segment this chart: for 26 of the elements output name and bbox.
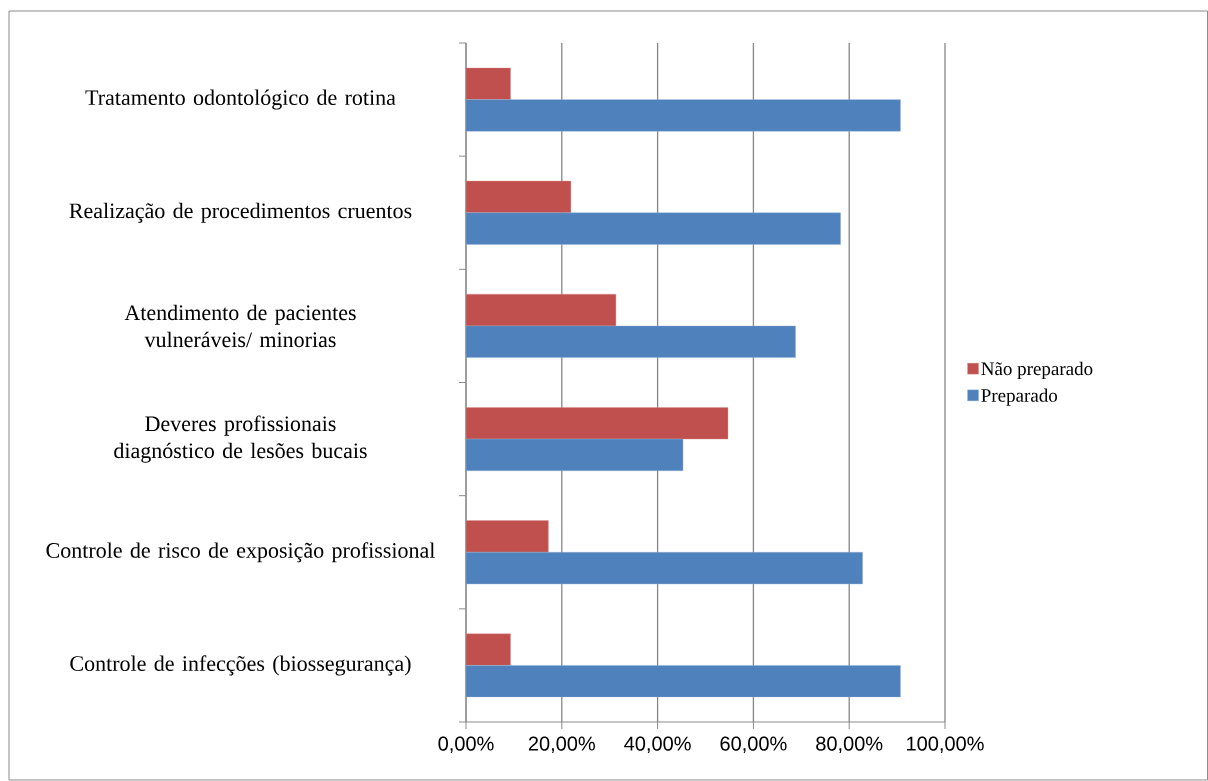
x-tick-label: 0,00% xyxy=(438,736,494,754)
bar xyxy=(466,212,841,245)
legend-label: Não preparado xyxy=(981,361,1093,380)
x-tick-label: 100,00% xyxy=(907,736,984,754)
bar xyxy=(466,99,901,132)
bar xyxy=(466,67,511,100)
y-tick-label: Controle de infecções (biossegurança) xyxy=(70,655,411,676)
x-tick-label: 20,00% xyxy=(528,736,595,754)
y-tick-label: Atendimento de pacientes vulneráveis/ minorias xyxy=(124,304,356,348)
bar xyxy=(466,552,863,585)
bar xyxy=(466,407,729,440)
bar xyxy=(466,520,549,553)
bar xyxy=(466,665,901,698)
legend-label: Preparado xyxy=(981,388,1058,406)
bar xyxy=(466,180,572,213)
bar xyxy=(466,325,796,358)
x-tick-label: 60,00% xyxy=(720,736,787,754)
bar xyxy=(466,438,684,471)
y-tick-label: Controle de risco de exposição profissional xyxy=(46,542,435,563)
y-tick-label: Realização de procedimentos cruentos xyxy=(69,202,412,223)
bar xyxy=(466,294,617,327)
y-tick-label: Deveres profissionais diagnóstico de lesões bucais xyxy=(114,415,367,463)
bar xyxy=(466,633,511,666)
x-tick-label: 40,00% xyxy=(624,736,691,754)
y-tick-label: Tratamento odontológico de rotina xyxy=(85,89,396,110)
x-tick-label: 80,00% xyxy=(816,736,883,754)
